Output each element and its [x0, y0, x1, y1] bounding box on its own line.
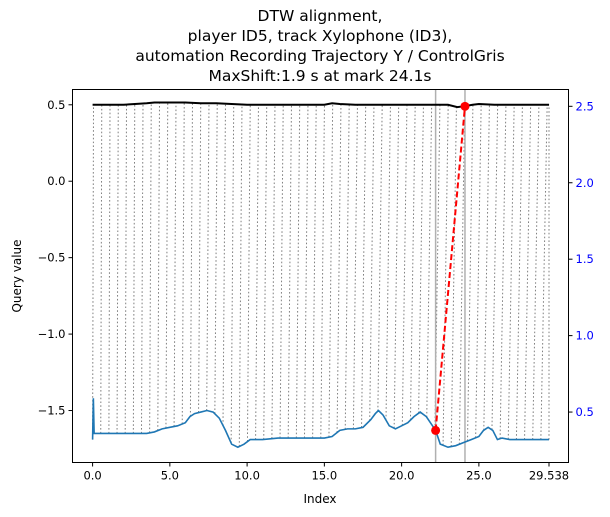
alignment-line — [246, 104, 251, 442]
alignment-line — [189, 102, 193, 417]
max-shift-group — [431, 101, 470, 435]
alignment-line — [132, 104, 136, 434]
right-tick-label: 1.0 — [576, 329, 594, 343]
alignment-line — [515, 104, 523, 440]
alignment-line — [181, 102, 185, 424]
right-tick-label: 1.5 — [576, 252, 594, 266]
alignment-line — [92, 104, 95, 440]
alignment-line — [287, 104, 292, 439]
y-tick-label: −0.5 — [38, 251, 66, 265]
x-tick-label: 29.538 — [529, 469, 569, 483]
y-tick-label: −1.0 — [38, 327, 66, 341]
alignment-line — [271, 104, 276, 439]
alignment-line — [409, 104, 416, 421]
x-axis-label: Index — [303, 492, 336, 506]
alignment-line — [124, 104, 128, 434]
vertical-markers-group — [434, 89, 466, 463]
alignment-line — [499, 104, 507, 439]
alignment-line — [100, 104, 103, 434]
plot-frame — [72, 89, 569, 463]
alignment-line — [303, 104, 309, 439]
alignment-line — [352, 104, 358, 429]
alignment-line — [377, 104, 383, 412]
alignment-line — [206, 103, 210, 411]
alignment-line — [108, 104, 111, 434]
max-shift-point — [431, 425, 441, 435]
alignment-line — [336, 104, 342, 433]
alignment-line — [165, 102, 169, 429]
max-shift-line — [434, 106, 466, 431]
max-shift-point — [460, 101, 470, 111]
chart-title-line-1: DTW alignment, — [257, 7, 383, 25]
alignment-line — [173, 102, 177, 427]
alignment-line — [426, 104, 433, 418]
alignment-line — [532, 104, 540, 440]
x-tick-label: 25.0 — [466, 469, 492, 483]
alignment-line — [393, 104, 400, 429]
x-axis-ticks: 0.0 5.0 10.0 15.0 20.0 25.0 29.538 — [83, 462, 569, 483]
y-axis-ticks: 0.5 0.0 −0.5 −1.0 −1.5 — [38, 98, 73, 418]
alignment-line — [255, 104, 259, 440]
alignment-line — [320, 104, 325, 439]
alignment-line — [450, 106, 457, 447]
alignment-line — [198, 103, 202, 413]
alignment-line — [524, 104, 532, 440]
alignment-line — [385, 104, 391, 421]
alignment-line — [263, 104, 268, 440]
alignment-line — [230, 104, 235, 444]
x-tick-label: 20.0 — [389, 469, 415, 483]
alignment-line — [507, 104, 515, 440]
alignment-line — [214, 103, 218, 414]
alignment-line — [295, 104, 301, 439]
alignment-lines-group — [92, 102, 550, 447]
alignment-line — [401, 104, 408, 426]
x-tick-label: 10.0 — [234, 469, 260, 483]
alignment-line — [483, 104, 490, 431]
reference-series-line — [92, 101, 549, 109]
x-tick-label: 15.0 — [312, 469, 338, 483]
x-tick-label: 5.0 — [161, 469, 179, 483]
y-tick-label: 0.5 — [47, 98, 65, 112]
alignment-line — [140, 103, 144, 434]
query-series-line — [91, 398, 549, 449]
chart-title-line-4: MaxShift:1.9 s at mark 24.1s — [208, 67, 432, 85]
alignment-line — [361, 104, 367, 428]
y-axis-label: Query value — [10, 239, 24, 312]
y-tick-label: −1.5 — [38, 404, 66, 418]
right-tick-label: 0.5 — [576, 405, 594, 419]
x-tick-label: 0.0 — [83, 469, 101, 483]
alignment-line — [312, 104, 317, 439]
alignment-line — [328, 103, 334, 438]
alignment-line — [475, 104, 482, 438]
right-tick-label: 2.0 — [576, 176, 594, 190]
alignment-line — [149, 102, 152, 433]
alignment-line — [344, 104, 350, 430]
chart-title-line-2: player ID5, track Xylophone (ID3), — [187, 27, 453, 45]
alignment-line — [467, 104, 474, 442]
chart-title-line-3: automation Recording Trajectory Y / Cont… — [135, 47, 505, 65]
alignment-line — [491, 104, 499, 430]
series-group — [91, 101, 549, 449]
alignment-line — [222, 103, 226, 426]
alignment-line — [238, 104, 243, 447]
alignment-line — [442, 104, 449, 446]
alignment-line — [279, 104, 284, 439]
right-axis-ticks: 2.5 2.0 1.5 1.0 0.5 — [568, 99, 594, 419]
alignment-line — [540, 104, 548, 440]
y-tick-label: 0.0 — [47, 174, 65, 188]
right-tick-label: 2.5 — [576, 99, 594, 113]
alignment-line — [116, 104, 119, 434]
alignment-line — [418, 104, 424, 414]
alignment-line — [369, 104, 375, 421]
chart-title: DTW alignment, player ID5, track Xylopho… — [72, 6, 568, 86]
alignment-line — [458, 106, 466, 445]
alignment-line — [157, 102, 160, 431]
